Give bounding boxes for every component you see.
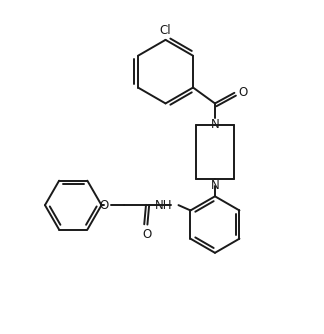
- Text: O: O: [99, 199, 109, 212]
- Text: O: O: [238, 86, 247, 99]
- Text: Cl: Cl: [160, 24, 171, 37]
- Text: NH: NH: [155, 199, 172, 212]
- Text: N: N: [211, 118, 219, 131]
- Text: O: O: [143, 228, 152, 241]
- Text: N: N: [211, 179, 219, 192]
